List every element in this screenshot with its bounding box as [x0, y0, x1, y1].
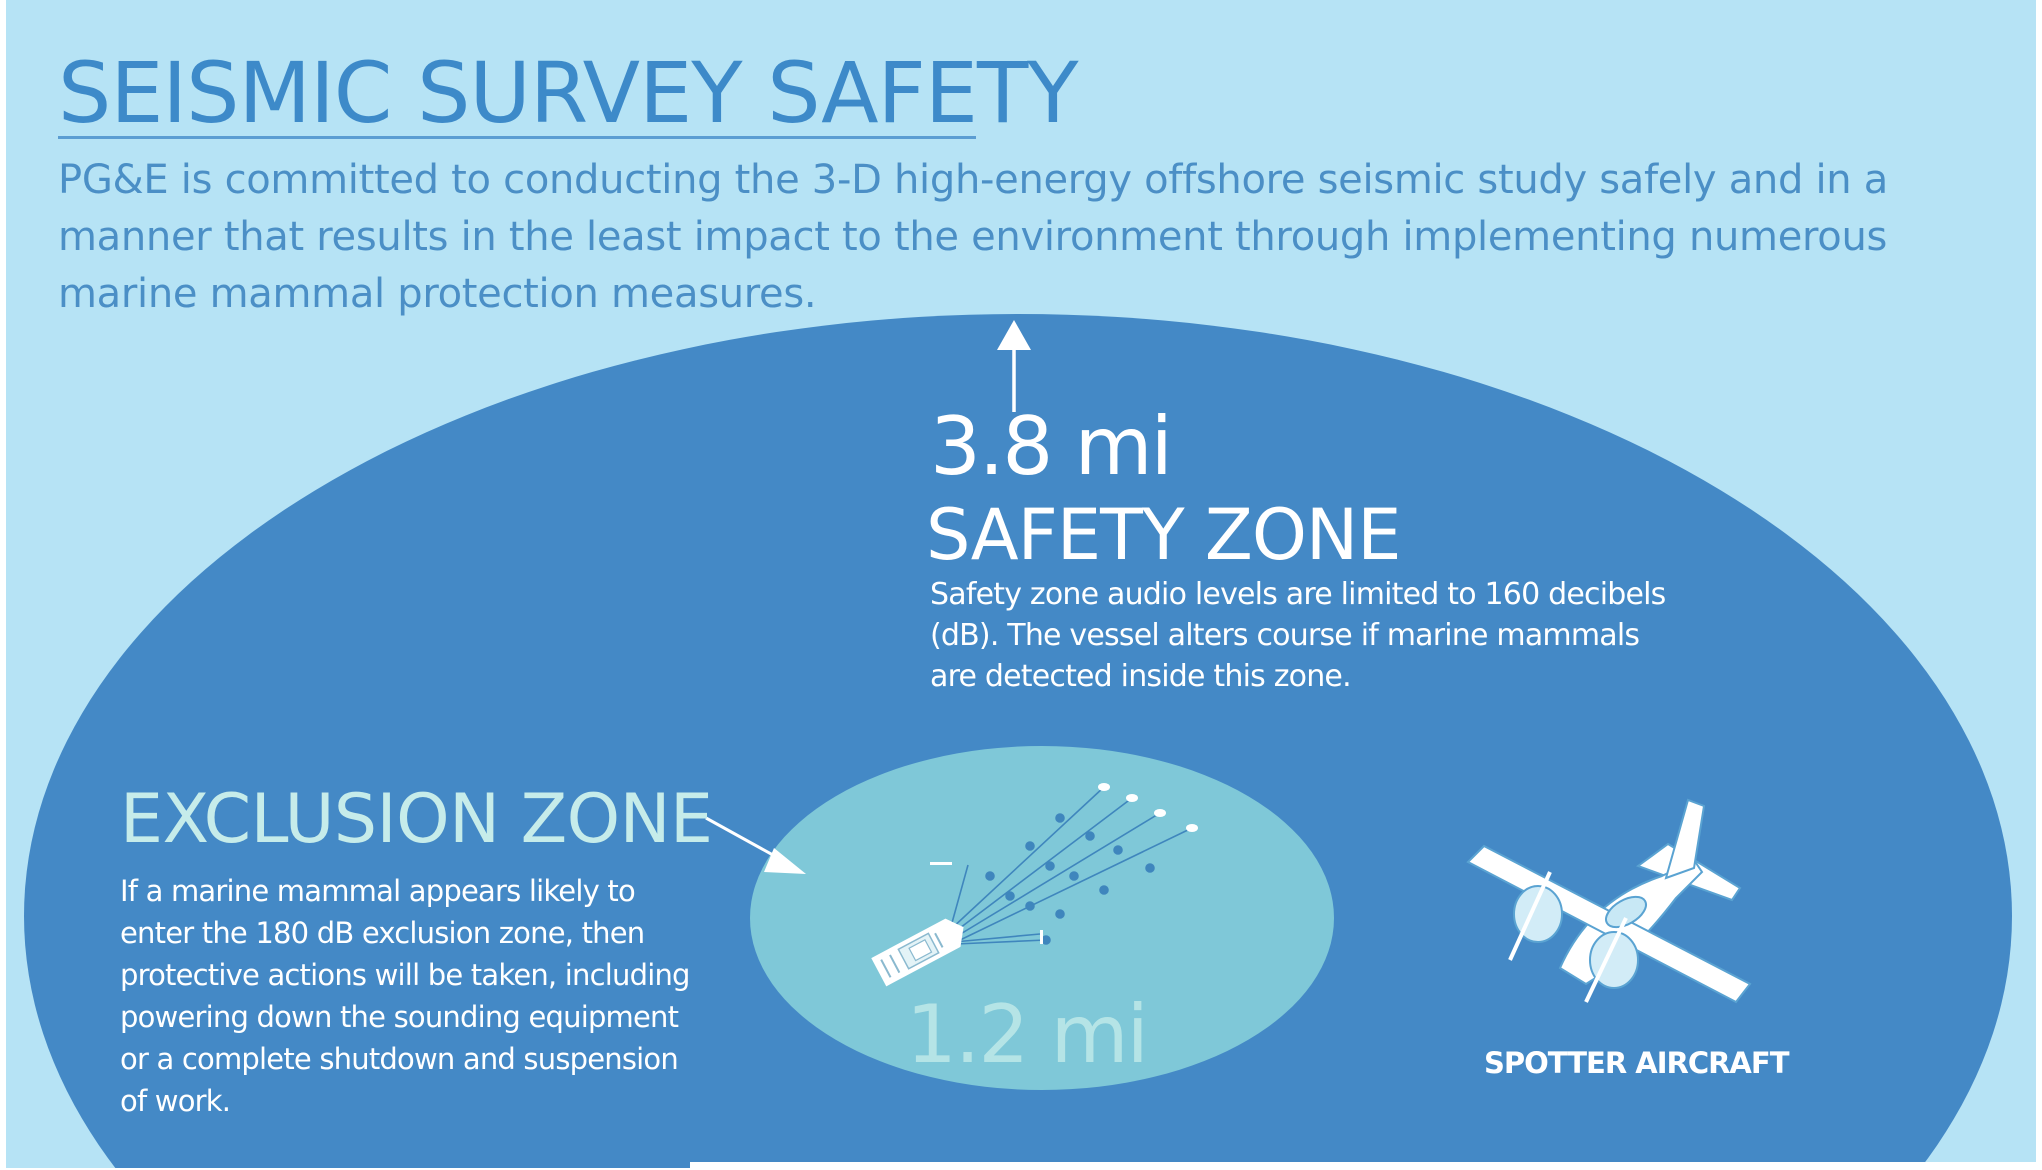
spotter-aircraft-icon	[1466, 798, 1752, 1004]
safety-radius-arrow	[997, 320, 1031, 412]
exclusion-zone-title: EXCLUSION ZONE	[120, 780, 713, 859]
exclusion-zone-area	[750, 746, 1334, 1090]
bottom-strip	[690, 1162, 2042, 1170]
safety-zone-area	[24, 314, 2012, 1170]
safety-zone-title: SAFETY ZONE	[926, 494, 1402, 576]
exclusion-zone-distance: 1.2 mi	[906, 988, 1149, 1081]
exclusion-zone-description: If a marine mammal appears likely to ent…	[120, 874, 690, 1118]
page-title: SEISMIC SURVEY SAFETY	[58, 44, 1079, 142]
title-underline	[58, 136, 976, 139]
exclusion-pointer-arrow	[705, 816, 806, 874]
hydrophone-streamers	[949, 786, 1193, 945]
safety-zone-distance: 3.8 mi	[930, 400, 1173, 493]
survey-vessel-icon	[871, 918, 964, 987]
spotter-aircraft-label: SPOTTER AIRCRAFT	[1484, 1046, 1789, 1080]
streamer-buoys	[930, 783, 1198, 944]
intro-text: PG&E is committed to conducting the 3-D …	[58, 157, 1888, 317]
safety-zone-description: Safety zone audio levels are limited to …	[930, 577, 1666, 694]
